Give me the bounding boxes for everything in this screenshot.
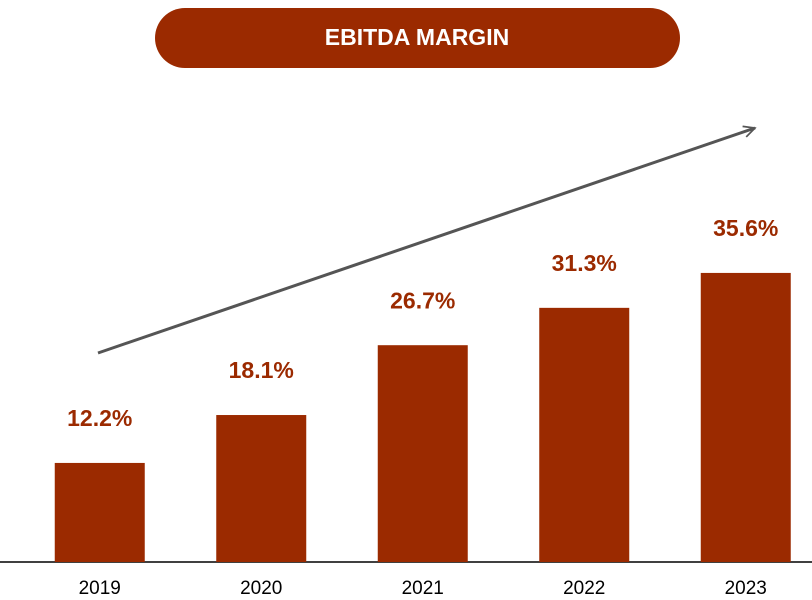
x-tick-label: 2019 xyxy=(79,578,121,599)
trend-arrow xyxy=(97,128,755,355)
value-label: 12.2% xyxy=(67,405,132,431)
bar xyxy=(54,462,145,562)
title-pill xyxy=(155,8,680,68)
x-tick-label: 2020 xyxy=(240,578,282,599)
x-tick-label: 2022 xyxy=(563,578,605,599)
bar xyxy=(539,307,630,562)
value-label: 35.6% xyxy=(713,215,778,241)
bar xyxy=(377,345,468,562)
value-label: 26.7% xyxy=(390,287,455,313)
chart-title: EBITDA MARGIN xyxy=(325,24,509,50)
bar xyxy=(700,272,791,562)
value-label: 31.3% xyxy=(552,250,617,276)
x-tick-label: 2021 xyxy=(402,578,444,599)
value-label: 18.1% xyxy=(229,357,294,383)
x-tick-label: 2023 xyxy=(725,578,767,599)
bar xyxy=(216,415,307,562)
